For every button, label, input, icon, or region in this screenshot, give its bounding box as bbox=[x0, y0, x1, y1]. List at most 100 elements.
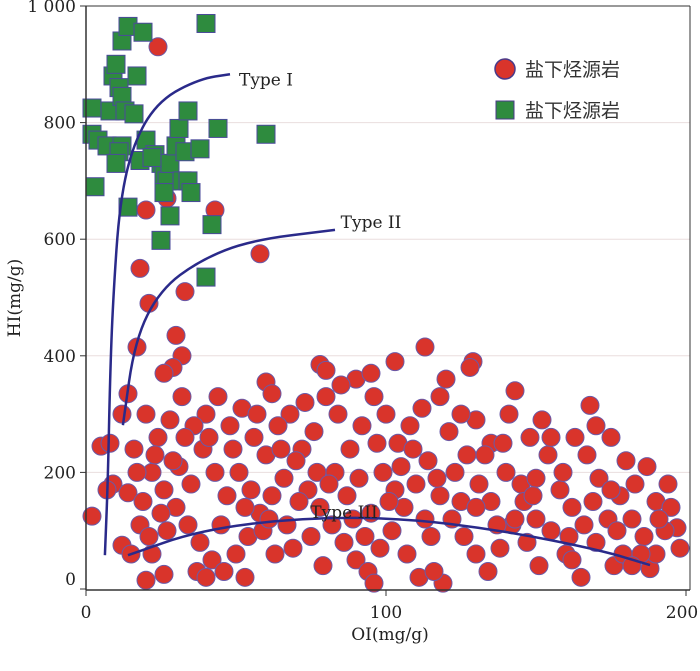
data-point-circle bbox=[205, 462, 225, 482]
data-point-circle bbox=[439, 422, 459, 442]
data-point-circle bbox=[391, 457, 411, 477]
data-point-circle bbox=[601, 480, 621, 500]
data-point-circle bbox=[415, 509, 435, 529]
data-point-circle bbox=[145, 445, 165, 465]
data-point-circle bbox=[268, 416, 288, 436]
curve-label: Type I bbox=[239, 70, 293, 90]
data-point-circle bbox=[397, 544, 417, 564]
data-point-circle bbox=[493, 433, 513, 453]
data-point-circle bbox=[553, 462, 573, 482]
data-point-circle bbox=[385, 352, 405, 372]
data-point-circle bbox=[571, 567, 591, 587]
data-point-circle bbox=[217, 486, 237, 506]
legend-circle-marker bbox=[494, 58, 516, 80]
data-point-circle bbox=[259, 509, 279, 529]
data-point-circle bbox=[586, 416, 606, 436]
data-point-circle bbox=[295, 392, 315, 412]
data-point-circle bbox=[550, 480, 570, 500]
data-point-circle bbox=[136, 200, 156, 220]
data-point-circle bbox=[376, 404, 396, 424]
data-point-circle bbox=[370, 538, 390, 558]
data-point-circle bbox=[154, 363, 174, 383]
data-point-circle bbox=[466, 544, 486, 564]
data-point-circle bbox=[175, 427, 195, 447]
data-point-square bbox=[118, 197, 138, 217]
data-point-circle bbox=[160, 410, 180, 430]
legend-label-square: 盐下烃源岩 bbox=[525, 100, 620, 122]
data-point-square bbox=[196, 267, 216, 287]
type-curve bbox=[127, 516, 651, 567]
data-point-circle bbox=[430, 486, 450, 506]
data-point-circle bbox=[361, 363, 381, 383]
data-point-circle bbox=[562, 550, 582, 570]
data-point-circle bbox=[307, 462, 327, 482]
legend-square-marker bbox=[495, 100, 515, 120]
data-point-circle bbox=[271, 439, 291, 459]
data-point-circle bbox=[349, 468, 369, 488]
data-point-circle bbox=[166, 325, 186, 345]
data-point-circle bbox=[304, 422, 324, 442]
data-point-square bbox=[256, 124, 276, 144]
data-point-circle bbox=[127, 462, 147, 482]
data-point-circle bbox=[559, 527, 579, 547]
data-point-circle bbox=[130, 258, 150, 278]
data-point-circle bbox=[460, 357, 480, 377]
data-point-circle bbox=[415, 337, 435, 357]
data-point-square bbox=[208, 118, 228, 138]
data-point-circle bbox=[538, 445, 558, 465]
data-point-circle bbox=[301, 527, 321, 547]
data-point-circle bbox=[649, 509, 669, 529]
type-curve bbox=[103, 72, 231, 556]
data-point-circle bbox=[436, 369, 456, 389]
data-point-circle bbox=[517, 532, 537, 552]
data-point-circle bbox=[634, 527, 654, 547]
data-point-circle bbox=[154, 480, 174, 500]
data-point-circle bbox=[286, 451, 306, 471]
data-point-circle bbox=[112, 404, 132, 424]
data-point-circle bbox=[580, 395, 600, 415]
data-point-square bbox=[190, 139, 210, 159]
data-point-circle bbox=[313, 556, 333, 576]
data-point-circle bbox=[526, 509, 546, 529]
data-point-circle bbox=[364, 387, 384, 407]
data-point-circle bbox=[661, 497, 681, 517]
data-point-circle bbox=[265, 544, 285, 564]
data-point-circle bbox=[235, 497, 255, 517]
data-point-square bbox=[151, 230, 171, 250]
data-point-circle bbox=[82, 506, 102, 526]
data-point-circle bbox=[622, 509, 642, 529]
data-point-square bbox=[133, 22, 153, 42]
data-point-circle bbox=[499, 404, 519, 424]
data-point-circle bbox=[373, 462, 393, 482]
data-point-circle bbox=[400, 416, 420, 436]
data-point-circle bbox=[466, 497, 486, 517]
data-point-circle bbox=[328, 404, 348, 424]
data-point-circle bbox=[658, 474, 678, 494]
data-point-circle bbox=[532, 410, 552, 430]
data-point-circle bbox=[196, 404, 216, 424]
data-point-circle bbox=[139, 527, 159, 547]
data-point-square bbox=[106, 153, 126, 173]
data-point-circle bbox=[196, 567, 216, 587]
data-point-circle bbox=[148, 427, 168, 447]
data-point-circle bbox=[427, 468, 447, 488]
data-point-circle bbox=[607, 521, 627, 541]
data-point-circle bbox=[565, 427, 585, 447]
data-point-circle bbox=[418, 451, 438, 471]
data-point-square bbox=[160, 206, 180, 226]
data-point-circle bbox=[505, 509, 525, 529]
data-point-circle bbox=[262, 486, 282, 506]
data-point-circle bbox=[337, 486, 357, 506]
data-point-circle bbox=[352, 416, 372, 436]
data-point-circle bbox=[133, 492, 153, 512]
data-point-square bbox=[124, 104, 144, 124]
data-point-circle bbox=[364, 573, 384, 593]
data-point-circle bbox=[430, 387, 450, 407]
data-point-circle bbox=[382, 521, 402, 541]
data-point-circle bbox=[211, 515, 231, 535]
data-point-circle bbox=[262, 384, 282, 404]
data-point-circle bbox=[148, 37, 168, 57]
data-point-circle bbox=[136, 404, 156, 424]
data-point-square bbox=[85, 177, 105, 197]
